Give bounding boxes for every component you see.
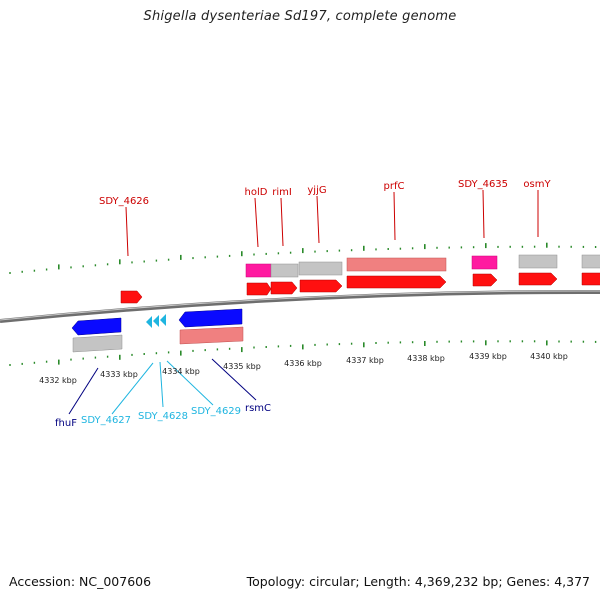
feature-rimI-cds[interactable]	[270, 281, 298, 295]
axis-label: 4339 kbp	[469, 352, 507, 361]
feature-prfC-cds[interactable]	[346, 275, 447, 289]
genome-summary-label: Topology: circular; Length: 4,369,232 bp…	[246, 574, 590, 589]
feature-yjjG-gene[interactable]	[298, 261, 343, 276]
feature-SDY_4626-cds[interactable]	[120, 290, 143, 304]
axis-label: 4333 kbp	[100, 370, 138, 379]
label-prfC[interactable]: prfC	[384, 181, 405, 192]
axis-label: 4332 kbp	[39, 376, 77, 385]
axis-label: 4336 kbp	[284, 359, 322, 368]
map-title: Shigella dysenteriae Sd197, complete gen…	[143, 9, 457, 24]
feature-labels: SDY_4626 holD rimI yjjG prfC SDY_4635 os…	[55, 179, 551, 429]
feature-rsmC-cds[interactable]	[178, 308, 243, 328]
label-SDY_4629[interactable]: SDY_4629	[191, 406, 241, 417]
feature-holD-cds[interactable]	[246, 282, 272, 296]
axis-label: 4337 kbp	[346, 356, 384, 365]
feature-next-gene[interactable]	[581, 254, 600, 269]
feature-SDY_4635-cds[interactable]	[472, 273, 498, 287]
feature-next-cds[interactable]	[581, 272, 600, 286]
feature-fhuF-cds[interactable]	[71, 317, 122, 336]
label-fhuF[interactable]: fhuF	[55, 418, 77, 429]
feature-SDY_4627-cds[interactable]	[146, 316, 152, 328]
label-osmY[interactable]: osmY	[523, 179, 551, 190]
axis-label: 4334 kbp	[162, 367, 200, 376]
feature-SDY_4629-cds[interactable]	[160, 314, 166, 326]
axis-label: 4340 kbp	[530, 352, 568, 361]
feature-rimI-gene[interactable]	[270, 263, 299, 278]
label-leaders	[68, 189, 539, 415]
feature-prfC-gene[interactable]	[346, 257, 447, 272]
reverse-strand-features	[71, 308, 244, 353]
label-SDY_4627[interactable]: SDY_4627	[81, 415, 131, 426]
label-SDY_4628[interactable]: SDY_4628	[138, 411, 188, 422]
genome-backbone	[0, 289, 600, 323]
label-rimI[interactable]: rimI	[272, 187, 292, 198]
axis-label: 4338 kbp	[407, 354, 445, 363]
label-yjjG[interactable]: yjjG	[307, 185, 326, 196]
upper-tick-track	[9, 242, 597, 274]
lower-tick-track	[9, 340, 597, 366]
label-SDY_4626[interactable]: SDY_4626	[99, 196, 149, 207]
label-rsmC[interactable]: rsmC	[245, 403, 271, 414]
axis-label: 4335 kbp	[223, 362, 261, 371]
feature-holD-trna[interactable]	[245, 263, 272, 278]
feature-SDY_4628-cds[interactable]	[153, 315, 159, 327]
feature-yjjG-cds[interactable]	[299, 279, 343, 293]
label-SDY_4635[interactable]: SDY_4635	[458, 179, 508, 190]
label-holD[interactable]: holD	[245, 187, 268, 198]
feature-rsmC-gene[interactable]	[179, 326, 244, 345]
feature-fhuF-gene[interactable]	[72, 334, 123, 353]
accession-label: Accession: NC_007606	[9, 574, 152, 589]
feature-SDY_4635-trna[interactable]	[471, 255, 498, 270]
feature-osmY-cds[interactable]	[518, 272, 558, 286]
forward-strand-features	[120, 254, 600, 304]
feature-osmY-gene[interactable]	[518, 254, 558, 269]
axis-labels: 4332 kbp 4333 kbp 4334 kbp 4335 kbp 4336…	[39, 352, 568, 385]
genome-backbone-highlight	[0, 290, 600, 321]
